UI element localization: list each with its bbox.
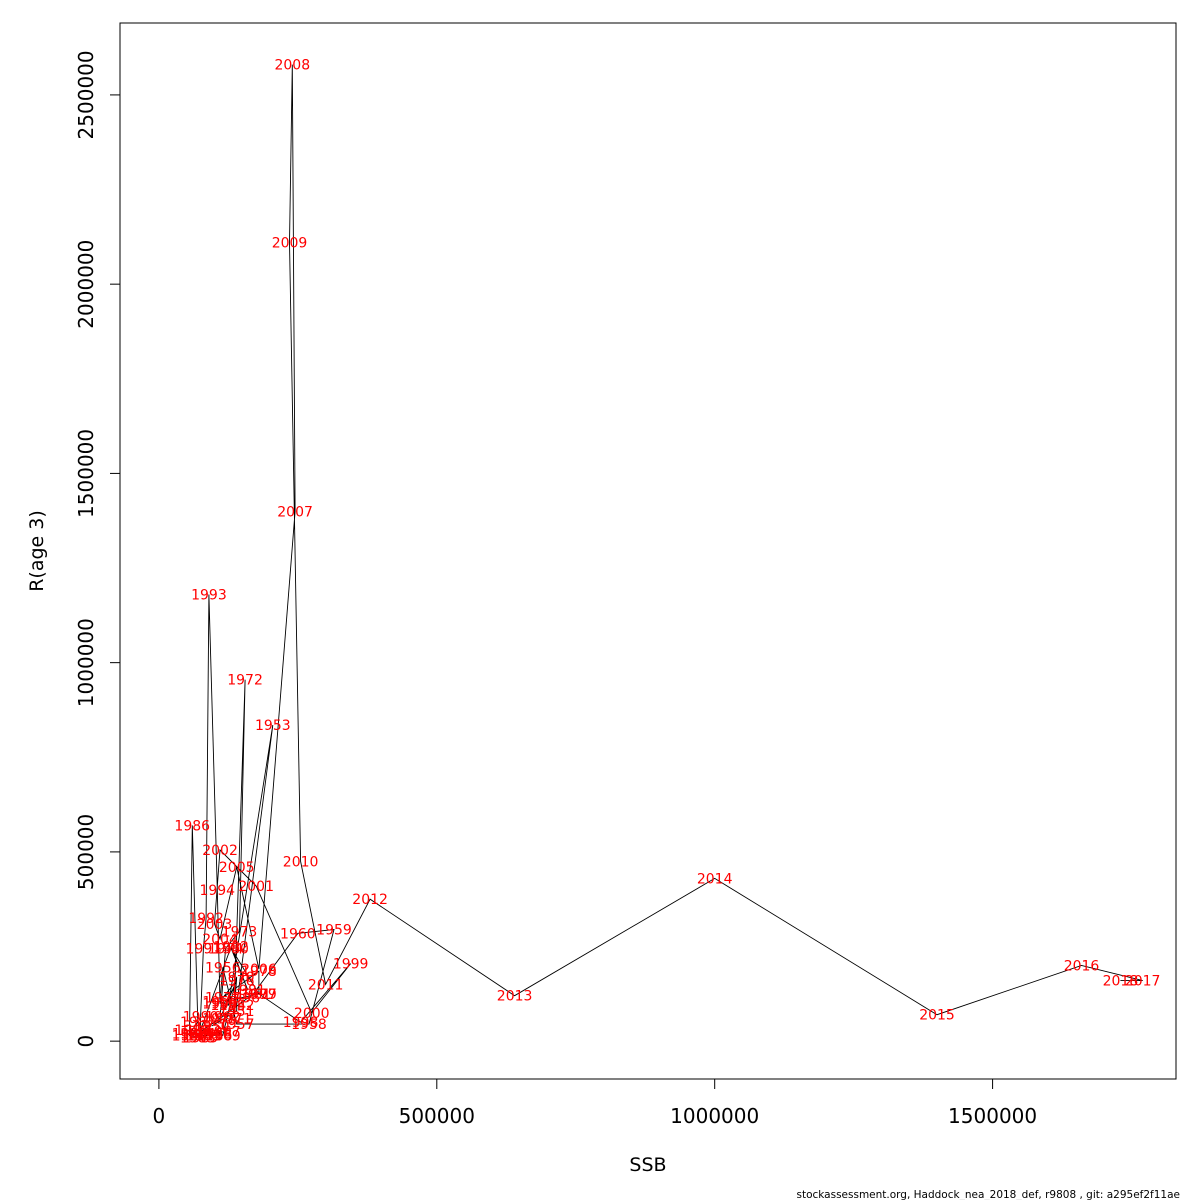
year-label: 1958 — [291, 1017, 327, 1033]
year-label: 1973 — [222, 924, 258, 940]
year-label: 2010 — [283, 854, 319, 870]
year-label: 1996 — [224, 991, 260, 1007]
year-label: 2000 — [294, 1006, 330, 1022]
year-label: 1986 — [174, 818, 210, 834]
year-label: 1965 — [186, 1028, 222, 1044]
x-axis-title: SSB — [629, 1154, 666, 1176]
x-axis: 0 500000 1000000 1500000 — [153, 1078, 1037, 1128]
year-label: 1957 — [219, 1017, 255, 1033]
year-label: 1988 — [174, 1023, 210, 1039]
year-label: 1995 — [202, 996, 238, 1012]
year-label: 2011 — [308, 977, 344, 993]
sr-series-line — [189, 64, 1143, 1039]
year-label: 2005 — [219, 860, 255, 876]
year-label: 2018 — [1103, 974, 1139, 990]
year-label: 2017 — [1125, 974, 1161, 990]
year-label: 2002 — [202, 843, 238, 859]
year-label: 2012 — [352, 892, 388, 908]
year-label: 1980 — [213, 941, 249, 957]
year-label: 1952 — [219, 998, 255, 1014]
year-label: 1997 — [241, 987, 277, 1003]
footer-caption: stockassessment.org, Haddock_nea_2018_de… — [797, 1189, 1181, 1200]
year-label: 1994 — [199, 883, 235, 899]
year-label: 1955 — [202, 994, 238, 1010]
year-label: 1993 — [191, 588, 227, 604]
year-label: 1971 — [216, 1011, 252, 1027]
year-label: 2015 — [919, 1008, 955, 1024]
year-label: 2008 — [274, 58, 310, 74]
year-label: 1967 — [205, 1025, 241, 1041]
year-label: 1984 — [172, 1028, 208, 1044]
year-label: 1998 — [283, 1015, 319, 1031]
year-label: 1954 — [211, 998, 247, 1014]
year-label: 1962 — [205, 1010, 241, 1026]
year-label: 1983 — [180, 1030, 216, 1046]
year-label: 1974 — [208, 941, 244, 957]
year-label: 1963 — [186, 1023, 222, 1039]
year-label: 1972 — [227, 673, 263, 689]
year-label: 2009 — [272, 236, 308, 252]
year-label: 1969 — [205, 1028, 241, 1044]
year-label: 1966 — [197, 1028, 233, 1044]
y-axis: 0 500000 1000000 1500000 2000000 2500000 — [74, 50, 121, 1048]
year-label: 2007 — [277, 504, 313, 520]
x-tick-label: 500000 — [399, 1104, 475, 1128]
y-tick-label: 0 — [74, 1035, 98, 1048]
year-label: 1987 — [180, 1015, 216, 1031]
x-tick-label: 0 — [153, 1104, 166, 1128]
year-label: 1990 — [183, 1010, 219, 1026]
year-label: 2003 — [197, 917, 233, 933]
year-label: 1978 — [241, 964, 277, 980]
year-label: 2016 — [1064, 958, 1100, 974]
year-label: 2001 — [238, 879, 274, 895]
year-label: 1953 — [255, 718, 291, 734]
y-tick-label: 1000000 — [74, 618, 98, 707]
year-label: 1968 — [197, 1027, 233, 1043]
year-label: 1975 — [202, 1011, 238, 1027]
year-label: 1956 — [205, 960, 241, 976]
y-tick-label: 2500000 — [74, 50, 98, 139]
year-label: 1992 — [188, 911, 224, 927]
x-tick-label: 1000000 — [670, 1104, 759, 1128]
year-label: 1982 — [213, 940, 249, 956]
plot-frame — [119, 22, 1177, 1080]
year-label: 1960 — [280, 926, 316, 942]
y-axis-title: R(age 3) — [26, 510, 48, 592]
year-label: 1977 — [205, 991, 241, 1007]
year-label: 1964 — [180, 1027, 216, 1043]
year-label: 2013 — [497, 989, 533, 1005]
y-tick-label: 500000 — [74, 814, 98, 890]
year-label: 1981 — [230, 983, 266, 999]
y-tick-label: 2000000 — [74, 240, 98, 329]
year-label: 2006 — [241, 962, 277, 978]
year-label: 1961 — [236, 987, 272, 1003]
year-label: 1989 — [183, 1030, 219, 1046]
year-label: 1951 — [219, 1004, 255, 1020]
year-label: 1976 — [219, 974, 255, 990]
year-label: 1979 — [241, 987, 277, 1003]
year-label: 2004 — [202, 932, 238, 948]
year-label: 1999 — [333, 957, 369, 973]
x-tick-label: 1500000 — [948, 1104, 1037, 1128]
y-tick-label: 1500000 — [74, 429, 98, 518]
year-label: 2014 — [697, 871, 733, 887]
year-label: 1970 — [219, 970, 255, 986]
year-label: 1991 — [186, 941, 222, 957]
year-label: 1959 — [316, 922, 352, 938]
year-label: 1950 — [194, 1019, 230, 1035]
year-label: 1985 — [172, 1027, 208, 1043]
